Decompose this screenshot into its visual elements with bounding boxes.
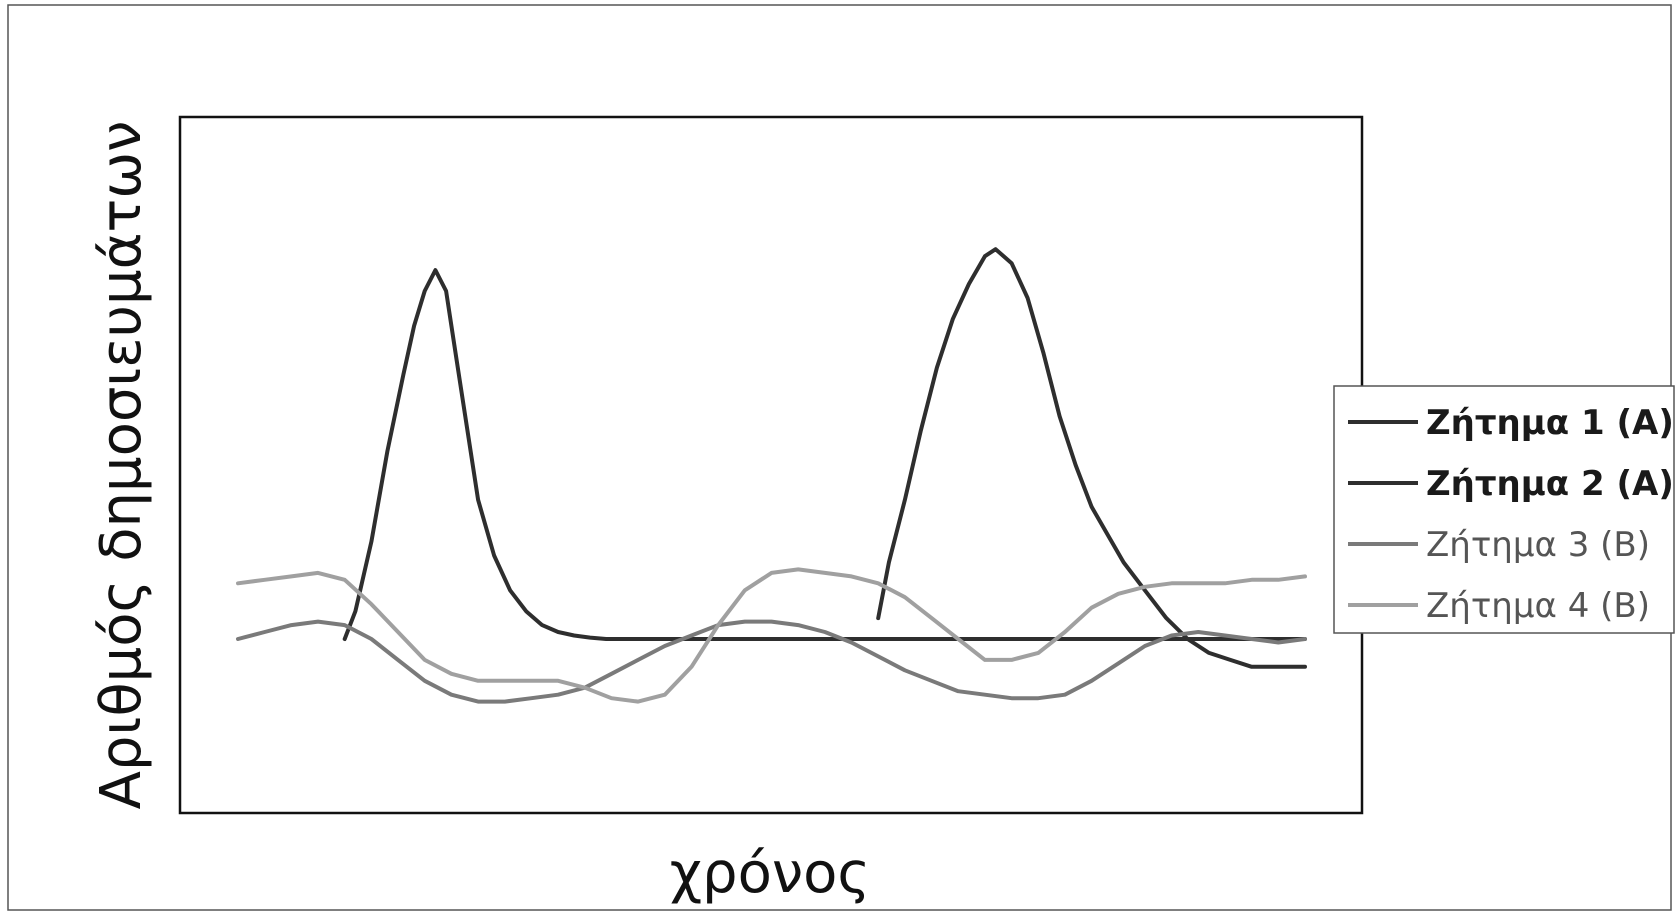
- legend-box: [1333, 385, 1675, 634]
- y-axis-label: Αριθμός δημοσιευμάτων: [89, 121, 154, 810]
- series-line-2: [876, 247, 1307, 669]
- legend-label-4: Ζήτημα 4 (Β): [1426, 586, 1650, 626]
- series-line-1: [342, 268, 1307, 641]
- legend: Ζήτημα 1 (Α) Ζήτημα 2 (Α) Ζήτημα 3 (Β) Ζήτη…: [1333, 385, 1675, 634]
- series-layer: [236, 247, 1307, 704]
- series-line-3: [236, 619, 1307, 704]
- legend-label-1: Ζήτημα 1 (Α): [1426, 403, 1674, 443]
- legend-label-3: Ζήτημα 3 (Β): [1426, 525, 1650, 565]
- series-line-4: [236, 567, 1307, 704]
- x-axis-label: χρόνος: [670, 841, 871, 906]
- legend-label-2: Ζήτημα 2 (Α): [1426, 464, 1674, 504]
- plot-area: [178, 115, 1364, 815]
